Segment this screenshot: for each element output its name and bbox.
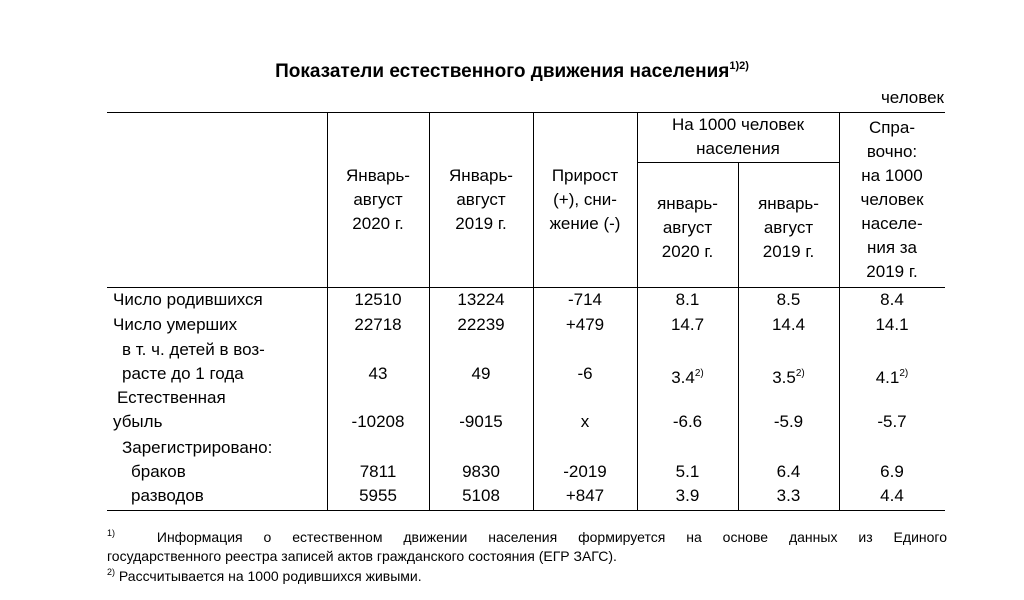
- cell-decrease-change: х: [580, 412, 590, 431]
- cell-divorces-2019: 5108: [462, 486, 500, 505]
- cell-divorces-change: +847: [565, 486, 605, 505]
- header-jan-aug-2019: Январь-август 2019 г.: [449, 165, 513, 233]
- footnote-2: 2) Рассчитывается на 1000 родившихся жив…: [107, 567, 422, 584]
- cell-deaths-change: +479: [565, 315, 605, 334]
- cell-marriages-2020: 7811: [359, 462, 397, 481]
- header-reference: Спра-вочно: на 1000 человек населе-ния за …: [860, 117, 924, 281]
- cell-infant-rate-2019: 3.52): [772, 368, 805, 387]
- cell-divorces-2020: 5955: [359, 486, 397, 505]
- table-title: Показатели естественного движения населе…: [275, 60, 749, 82]
- footnote-mark: 2): [694, 368, 704, 379]
- cell-infant-2020: 43: [368, 364, 388, 383]
- footnote-mark: 2): [899, 368, 909, 379]
- col-divider-4: [637, 112, 638, 510]
- unit-label: человек: [880, 88, 944, 107]
- header-bottom-border: [107, 287, 945, 288]
- cell-decrease-2019: -9015: [459, 412, 503, 431]
- title-footnote-mark: 1)2): [729, 60, 749, 72]
- cell-births-rate-2020: 8.1: [675, 290, 700, 309]
- col-divider-5: [738, 162, 739, 510]
- cell-deaths-ref: 14.1: [875, 315, 909, 334]
- cell-divorces-rate-2019: 3.3: [776, 486, 801, 505]
- col-divider-1: [327, 112, 328, 510]
- header-per-1000-2020: январь-август 2020 г.: [657, 194, 718, 261]
- cell-infant-2019: 49: [471, 364, 491, 383]
- col-divider-3: [533, 112, 534, 510]
- cell-divorces-rate-2020: 3.9: [675, 486, 700, 505]
- cell-births-ref: 8.4: [880, 290, 904, 309]
- row-label-infant-deaths-line2: расте до 1 года: [122, 364, 244, 383]
- header-per-1000-group: На 1000 человек населения: [671, 115, 805, 158]
- cell-decrease-rate-2020: -6.6: [672, 412, 703, 431]
- table-top-border: [107, 112, 945, 113]
- cell-marriages-change: -2019: [563, 462, 607, 481]
- cell-decrease-ref: -5.7: [877, 412, 907, 431]
- cell-infant-ref: 4.12): [875, 368, 909, 387]
- row-label-natural-decrease-line1: Естественная: [117, 388, 226, 407]
- row-label-registered: Зарегистрировано:: [122, 438, 273, 457]
- cell-deaths-rate-2019: 14.4: [771, 315, 806, 334]
- cell-decrease-rate-2019: -5.9: [773, 412, 804, 431]
- header-change: Прирост (+), сни-жение (-): [549, 165, 621, 233]
- cell-infant-rate-2020: 3.42): [671, 368, 704, 387]
- row-label-natural-decrease-line2: убыль: [113, 412, 163, 431]
- cell-decrease-2020: -10208: [351, 412, 405, 431]
- cell-marriages-ref: 6.9: [880, 462, 904, 481]
- cell-marriages-rate-2020: 5.1: [675, 462, 700, 481]
- cell-divorces-ref: 4.4: [880, 486, 904, 505]
- row-label-births: Число родившихся: [113, 290, 263, 309]
- header-jan-aug-2020: Январь-август 2020 г.: [346, 165, 410, 233]
- cell-births-2019: 13224: [457, 290, 505, 309]
- cell-deaths-2020: 22718: [354, 315, 402, 334]
- cell-births-change: -714: [567, 290, 603, 309]
- cell-deaths-rate-2020: 14.7: [670, 315, 705, 334]
- footnote-1: 1) Информация о естественном движении на…: [107, 528, 947, 564]
- cell-births-2020: 12510: [354, 290, 402, 309]
- cell-births-rate-2019: 8.5: [776, 290, 801, 309]
- header-per-1000-2019: январь-август 2019 г.: [758, 194, 819, 261]
- row-label-marriages: браков: [131, 462, 186, 481]
- col-divider-6: [839, 112, 840, 510]
- cell-deaths-2019: 22239: [457, 315, 505, 334]
- row-label-deaths: Число умерших: [113, 315, 238, 334]
- cell-marriages-2019: 9830: [462, 462, 500, 481]
- col-divider-2: [429, 112, 430, 510]
- row-label-divorces: разводов: [131, 486, 204, 505]
- footnote-mark: 2): [795, 368, 805, 379]
- table-bottom-border: [107, 510, 945, 511]
- cell-marriages-rate-2019: 6.4: [776, 462, 801, 481]
- row-label-infant-deaths-line1: в т. ч. детей в воз-: [122, 340, 265, 359]
- cell-infant-change: -6: [577, 364, 593, 383]
